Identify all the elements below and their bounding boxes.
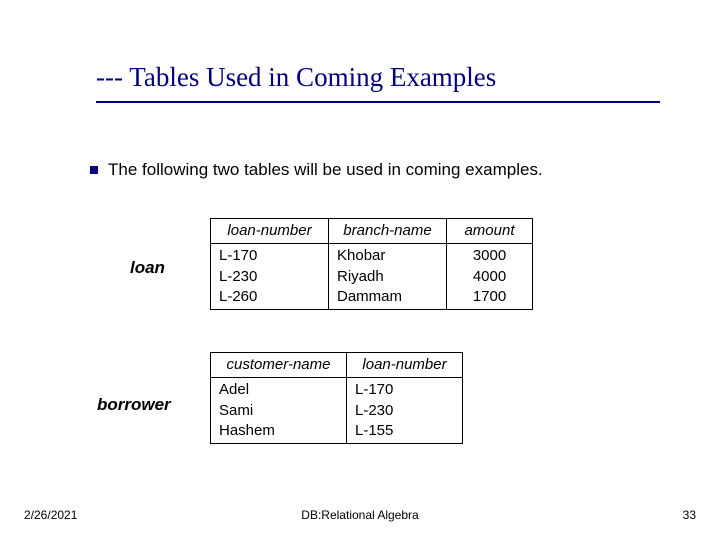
column-header: amount (447, 219, 533, 244)
footer-center: DB:Relational Algebra (301, 508, 418, 522)
title-underline (96, 101, 660, 103)
slide-title-block: --- Tables Used in Coming Examples (96, 62, 660, 103)
loan-table-wrap: loan-numberbranch-nameamountL-170L-230L-… (210, 218, 533, 310)
table-cell: L-170L-230L-155 (347, 378, 463, 444)
footer-page: 33 (683, 508, 696, 522)
footer-date: 2/26/2021 (24, 508, 77, 522)
column-header: branch-name (329, 219, 447, 244)
table-row: L-170L-230L-260KhobarRiyadhDammam3000400… (211, 244, 533, 310)
borrower-table: customer-nameloan-numberAdelSamiHashemL-… (210, 352, 463, 444)
loan-relation-name: loan (130, 258, 165, 278)
table-cell: L-170L-230L-260 (211, 244, 329, 310)
bullet-row: The following two tables will be used in… (90, 160, 670, 180)
table-cell: KhobarRiyadhDammam (329, 244, 447, 310)
bullet-icon (90, 166, 98, 174)
borrower-relation-name: borrower (97, 395, 171, 415)
bullet-text: The following two tables will be used in… (108, 160, 543, 180)
borrower-table-wrap: customer-nameloan-numberAdelSamiHashemL-… (210, 352, 463, 444)
column-header: loan-number (347, 353, 463, 378)
table-cell: 300040001700 (447, 244, 533, 310)
table-row: AdelSamiHashemL-170L-230L-155 (211, 378, 463, 444)
column-header: loan-number (211, 219, 329, 244)
slide-title: --- Tables Used in Coming Examples (96, 62, 660, 99)
table-cell: AdelSamiHashem (211, 378, 347, 444)
column-header: customer-name (211, 353, 347, 378)
loan-table: loan-numberbranch-nameamountL-170L-230L-… (210, 218, 533, 310)
